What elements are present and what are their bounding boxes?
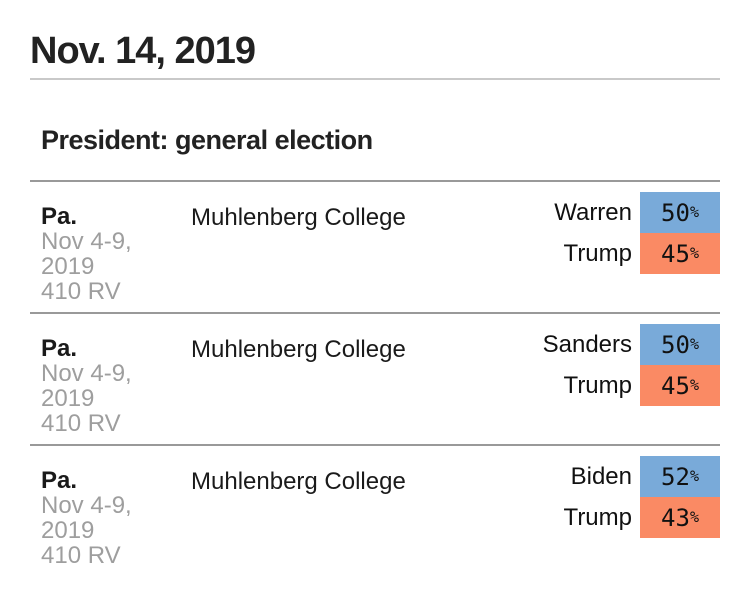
result-value: 43 bbox=[661, 504, 690, 532]
result-chip: 45% bbox=[640, 233, 720, 274]
candidate-name: Biden bbox=[570, 462, 632, 490]
poll-row: Pa. Nov 4-9, 2019 410 RV Muhlenberg Coll… bbox=[30, 180, 720, 312]
result-value: 45 bbox=[661, 372, 690, 400]
date-heading: Nov. 14, 2019 bbox=[30, 30, 256, 72]
poll-state: Pa. bbox=[41, 203, 78, 230]
percent-sign: % bbox=[689, 203, 699, 221]
poll-result: Biden 52% bbox=[564, 456, 720, 497]
poll-meta: Pa. Nov 4-9, 2019 410 RV bbox=[41, 468, 191, 568]
poll-result: Sanders 50% bbox=[543, 324, 720, 365]
poll-row: Pa. Nov 4-9, 2019 410 RV Muhlenberg Coll… bbox=[30, 444, 720, 576]
poll-list: Pa. Nov 4-9, 2019 410 RV Muhlenberg Coll… bbox=[30, 180, 720, 576]
result-value: 50 bbox=[661, 199, 690, 227]
pollster-name: Muhlenberg College bbox=[191, 468, 406, 495]
candidate-name: Trump bbox=[563, 503, 632, 531]
poll-result: Trump 45% bbox=[554, 233, 720, 274]
poll-state: Pa. bbox=[41, 335, 78, 362]
result-chip: 50% bbox=[640, 324, 720, 365]
candidate-name: Warren bbox=[554, 198, 632, 226]
poll-results: Warren 50% Trump 45% bbox=[554, 192, 720, 304]
candidate-name: Sanders bbox=[542, 330, 632, 358]
poll-results: Sanders 50% Trump 45% bbox=[543, 324, 720, 436]
pollster-name: Muhlenberg College bbox=[191, 204, 406, 231]
result-chip: 50% bbox=[640, 192, 720, 233]
poll-dates: Nov 4-9, 2019 bbox=[41, 360, 132, 412]
polls-page: Nov. 14, 2019 President: general electio… bbox=[30, 32, 720, 576]
poll-result: Trump 45% bbox=[543, 365, 720, 406]
section-title: President: general election bbox=[41, 125, 373, 155]
result-value: 45 bbox=[661, 240, 690, 268]
poll-result: Warren 50% bbox=[554, 192, 720, 233]
poll-meta: Pa. Nov 4-9, 2019 410 RV bbox=[41, 204, 191, 304]
poll-dates: Nov 4-9, 2019 bbox=[41, 492, 132, 544]
date-divider bbox=[30, 78, 720, 80]
result-value: 52 bbox=[661, 463, 690, 491]
pollster-name: Muhlenberg College bbox=[191, 336, 406, 363]
poll-row: Pa. Nov 4-9, 2019 410 RV Muhlenberg Coll… bbox=[30, 312, 720, 444]
poll-sample-size: 410 RV bbox=[41, 410, 121, 437]
poll-dates: Nov 4-9, 2019 bbox=[41, 228, 132, 280]
candidate-name: Trump bbox=[563, 371, 632, 399]
poll-result: Trump 43% bbox=[564, 497, 720, 538]
result-value: 50 bbox=[661, 331, 690, 359]
candidate-name: Trump bbox=[563, 239, 632, 267]
result-chip: 45% bbox=[640, 365, 720, 406]
poll-results: Biden 52% Trump 43% bbox=[564, 456, 720, 568]
poll-state: Pa. bbox=[41, 467, 78, 494]
poll-sample-size: 410 RV bbox=[41, 278, 121, 305]
result-chip: 43% bbox=[640, 497, 720, 538]
percent-sign: % bbox=[689, 335, 699, 353]
percent-sign: % bbox=[689, 244, 699, 262]
percent-sign: % bbox=[689, 376, 699, 394]
percent-sign: % bbox=[689, 467, 699, 485]
result-chip: 52% bbox=[640, 456, 720, 497]
percent-sign: % bbox=[689, 508, 699, 526]
poll-meta: Pa. Nov 4-9, 2019 410 RV bbox=[41, 336, 191, 436]
poll-sample-size: 410 RV bbox=[41, 542, 121, 569]
